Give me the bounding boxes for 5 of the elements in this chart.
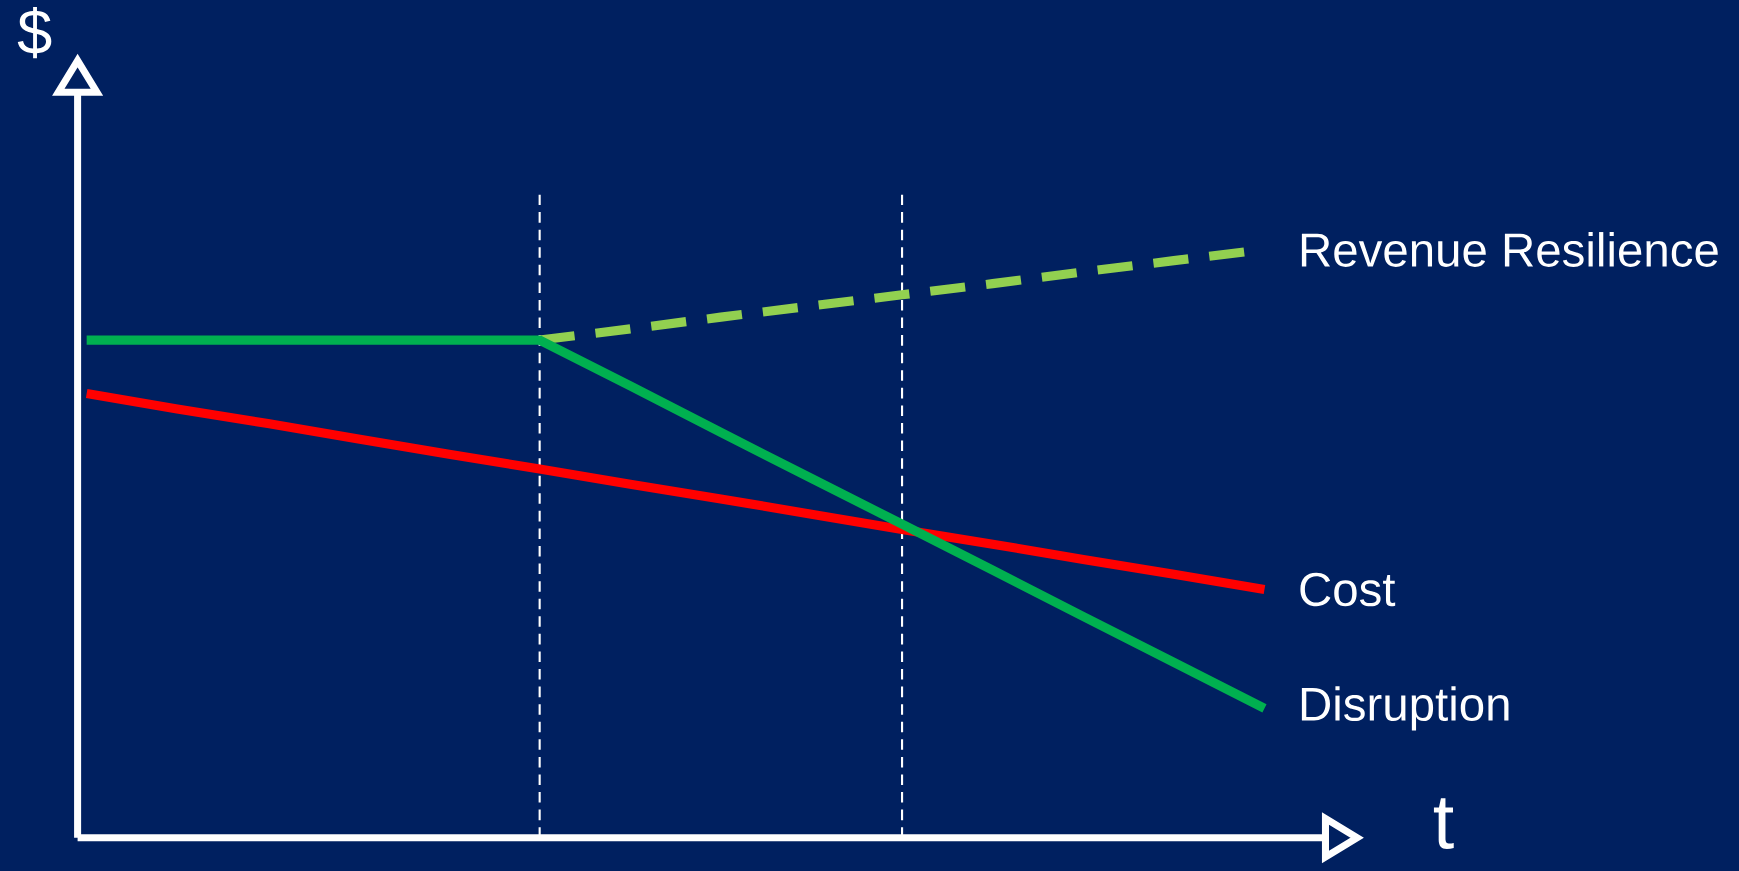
series-label: Revenue Resilience <box>1301 232 1718 267</box>
y-axis-title: $ <box>17 6 52 59</box>
x-axis-title: t <box>1433 798 1454 849</box>
series-label: Cost <box>1300 572 1396 607</box>
series-label: Disruption <box>1301 686 1509 731</box>
